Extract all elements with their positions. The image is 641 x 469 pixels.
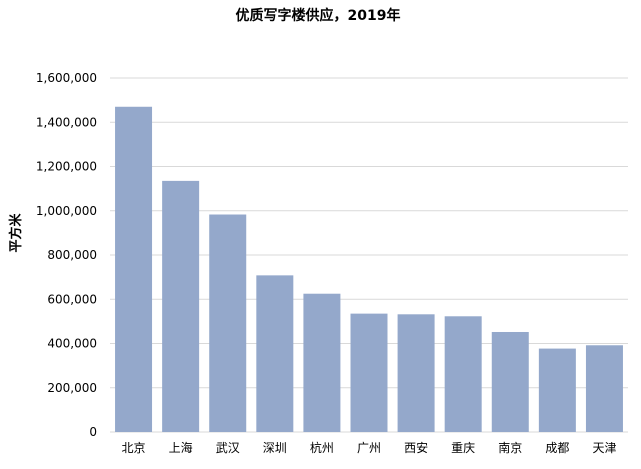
x-category-label: 南京 xyxy=(498,440,522,455)
y-tick-label: 1,200,000 xyxy=(36,160,97,174)
bar-7 xyxy=(444,316,482,432)
x-category-label: 天津 xyxy=(592,441,616,455)
y-axis-ticks: 0 200,000 400,000 600,000 800,000 1,000,000 1,… xyxy=(36,71,97,439)
x-category-label: 广州 xyxy=(357,441,381,455)
bar-3 xyxy=(256,275,294,432)
bar-10 xyxy=(585,345,623,432)
y-tick-label: 0 xyxy=(89,425,97,439)
x-category-label: 上海 xyxy=(169,440,193,455)
bar-5 xyxy=(350,313,388,432)
x-category-label: 深圳 xyxy=(263,441,287,455)
bars xyxy=(115,106,623,432)
y-tick-label: 400,000 xyxy=(47,337,97,351)
bar-8 xyxy=(491,331,529,432)
x-axis-categories: 北京 上海 武汉 深圳 杭州 广州 西安 重庆 南京 成都 天津 xyxy=(122,440,617,455)
y-tick-label: 1,000,000 xyxy=(36,204,97,218)
x-category-label: 北京 xyxy=(122,441,146,455)
bar-6 xyxy=(397,314,435,432)
y-tick-label: 600,000 xyxy=(47,292,97,306)
chart-title: 优质写字楼供应，2019年 xyxy=(236,7,401,24)
y-tick-label: 800,000 xyxy=(47,248,97,262)
bar-0 xyxy=(115,106,153,432)
bar-4 xyxy=(303,293,341,432)
y-axis-label: 平方米 xyxy=(8,213,24,253)
bar-2 xyxy=(209,214,247,432)
x-category-label: 西安 xyxy=(404,440,428,455)
y-tick-label: 1,400,000 xyxy=(36,115,97,129)
y-tick-label: 200,000 xyxy=(47,381,97,395)
x-category-label: 成都 xyxy=(545,441,569,455)
x-category-label: 重庆 xyxy=(451,441,475,455)
bar-1 xyxy=(162,180,200,432)
y-tick-label: 1,600,000 xyxy=(36,71,97,85)
x-category-label: 武汉 xyxy=(216,441,240,455)
bar-9 xyxy=(538,348,576,432)
x-category-label: 杭州 xyxy=(310,440,334,455)
